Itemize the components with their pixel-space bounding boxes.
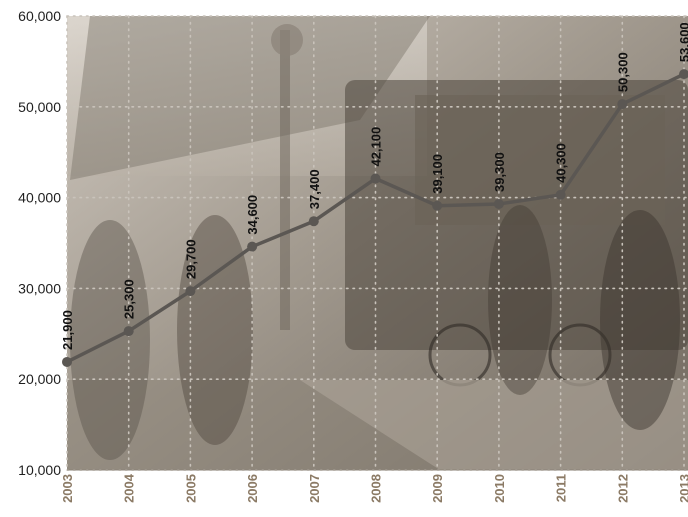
data-point — [370, 173, 381, 184]
data-point — [493, 198, 504, 209]
axes: 10,000 20,000 30,000 40,000 50,000 60,000 2003… — [18, 8, 688, 503]
data-point — [308, 216, 319, 227]
gridlines — [66, 15, 688, 471]
pavement-shape — [67, 380, 688, 470]
x-tick-label: 2006 — [245, 474, 260, 503]
data-point — [185, 286, 196, 297]
y-tick-label: 30,000 — [18, 280, 61, 296]
data-label: 39,100 — [430, 154, 445, 194]
data-label: 25,300 — [122, 279, 137, 319]
y-tick-label: 60,000 — [18, 8, 61, 24]
bus-window-shape — [415, 95, 665, 225]
x-tick-label: 2013 — [677, 474, 688, 503]
x-tick-label: 2011 — [554, 474, 569, 502]
x-tick-label: 2005 — [183, 474, 198, 503]
commuter-figure-shape — [488, 205, 552, 395]
data-point — [679, 69, 688, 80]
commuter-figure-shape — [177, 215, 253, 445]
photo-background — [67, 16, 688, 470]
y-tick-label: 10,000 — [18, 462, 61, 478]
data-label: 42,100 — [369, 127, 384, 167]
data-label: 29,700 — [183, 239, 198, 279]
data-label: 53,600 — [677, 22, 688, 62]
data-point — [555, 189, 566, 200]
x-tick-label: 2003 — [60, 474, 75, 503]
data-label: 37,400 — [307, 169, 322, 209]
x-tick-label: 2009 — [430, 474, 445, 503]
bay-sign-circle — [271, 24, 303, 56]
data-point — [123, 326, 134, 337]
wet-pavement-shape — [300, 380, 688, 470]
y-tick-label: 50,000 — [18, 99, 61, 115]
x-tick-label: 2008 — [369, 474, 384, 503]
y-tick-label: 20,000 — [18, 371, 61, 387]
x-tick-label: 2012 — [615, 474, 630, 503]
data-label: 50,300 — [615, 52, 630, 92]
bay-sign-pole — [280, 30, 290, 330]
commuter-figure-shape — [600, 210, 680, 430]
data-point — [617, 99, 628, 110]
data-point — [247, 241, 258, 252]
x-tick-label: 2004 — [122, 473, 137, 503]
data-label: 21,900 — [60, 310, 75, 350]
series-ridership — [62, 69, 688, 367]
data-point — [62, 356, 72, 367]
canopy-roof-shape — [70, 16, 430, 180]
data-label: 34,600 — [245, 195, 260, 235]
y-tick-label: 40,000 — [18, 190, 61, 206]
data-labels: 21,900 25,300 29,700 34,600 37,400 42,100 39,1… — [60, 22, 688, 350]
x-tick-label: 2010 — [492, 474, 507, 503]
data-label: 39,300 — [492, 152, 507, 192]
data-label: 40,300 — [554, 143, 569, 183]
x-tick-label: 2007 — [307, 474, 322, 503]
data-point — [432, 200, 443, 211]
